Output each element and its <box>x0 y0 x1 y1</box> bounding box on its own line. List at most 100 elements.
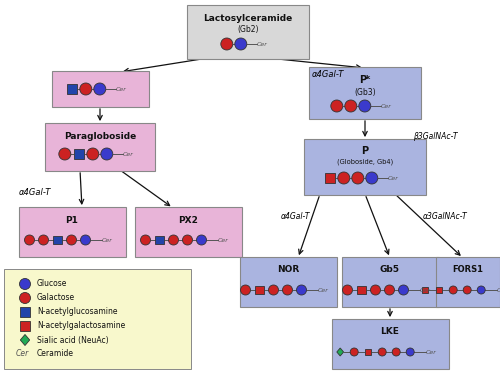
Circle shape <box>20 279 30 289</box>
Circle shape <box>350 348 358 356</box>
Text: NOR: NOR <box>277 266 299 275</box>
Text: (Globoside, Gb4): (Globoside, Gb4) <box>337 159 393 165</box>
Text: α3GalNAc-T: α3GalNAc-T <box>422 212 468 221</box>
Text: α4Gal-T: α4Gal-T <box>19 187 51 196</box>
Bar <box>325 173 334 183</box>
Circle shape <box>24 235 34 245</box>
Circle shape <box>87 148 99 160</box>
Text: (Gb2): (Gb2) <box>238 25 259 34</box>
FancyBboxPatch shape <box>187 5 309 59</box>
Text: Cer: Cer <box>218 237 228 242</box>
Bar <box>422 287 428 293</box>
Text: Gb5: Gb5 <box>380 266 400 275</box>
Text: α4Gal-T: α4Gal-T <box>312 70 344 79</box>
Circle shape <box>477 286 485 294</box>
Bar <box>358 286 366 294</box>
Circle shape <box>406 348 414 356</box>
Circle shape <box>384 285 394 295</box>
FancyBboxPatch shape <box>304 139 426 195</box>
Text: Cer: Cer <box>381 104 392 108</box>
Circle shape <box>282 285 292 295</box>
FancyBboxPatch shape <box>332 319 448 369</box>
Bar <box>156 236 164 244</box>
Text: PX2: PX2 <box>178 215 198 224</box>
Circle shape <box>398 285 408 295</box>
Circle shape <box>140 235 150 245</box>
Circle shape <box>66 235 76 245</box>
Circle shape <box>196 235 206 245</box>
Text: Cer: Cer <box>420 288 430 292</box>
Circle shape <box>345 100 357 112</box>
FancyBboxPatch shape <box>342 257 438 307</box>
FancyBboxPatch shape <box>18 207 126 257</box>
Circle shape <box>370 285 380 295</box>
Text: Cer: Cer <box>388 175 398 181</box>
Text: P1: P1 <box>66 215 78 224</box>
Circle shape <box>80 83 92 95</box>
Text: Ceramide: Ceramide <box>37 349 74 359</box>
Circle shape <box>94 83 106 95</box>
Text: Cer: Cer <box>257 42 268 46</box>
Circle shape <box>20 292 30 303</box>
Text: LKE: LKE <box>380 328 400 337</box>
Text: Cer: Cer <box>497 288 500 292</box>
Text: Cer: Cer <box>16 349 28 359</box>
FancyBboxPatch shape <box>4 269 191 369</box>
Circle shape <box>331 100 343 112</box>
Circle shape <box>392 348 400 356</box>
Text: Paragloboside: Paragloboside <box>64 132 136 141</box>
Circle shape <box>378 348 386 356</box>
Bar <box>436 287 442 293</box>
Circle shape <box>463 286 471 294</box>
Bar <box>54 236 62 244</box>
FancyBboxPatch shape <box>52 71 148 107</box>
Bar <box>20 322 30 331</box>
Text: (Gb3): (Gb3) <box>354 88 376 96</box>
FancyBboxPatch shape <box>240 257 336 307</box>
Circle shape <box>182 235 192 245</box>
Circle shape <box>168 235 178 245</box>
Circle shape <box>80 235 90 245</box>
Circle shape <box>342 285 352 295</box>
Circle shape <box>268 285 278 295</box>
Circle shape <box>101 148 113 160</box>
Bar <box>256 286 264 294</box>
Bar <box>74 149 84 159</box>
Circle shape <box>235 38 247 50</box>
Text: Cer: Cer <box>102 237 112 242</box>
FancyBboxPatch shape <box>45 123 155 171</box>
Text: Glucose: Glucose <box>37 279 68 288</box>
Text: Lactosylceramide: Lactosylceramide <box>204 13 292 22</box>
FancyBboxPatch shape <box>436 257 500 307</box>
FancyBboxPatch shape <box>309 67 421 119</box>
Bar <box>20 307 30 316</box>
Text: β3GalNAc-T: β3GalNAc-T <box>413 132 458 141</box>
Text: Galactose: Galactose <box>37 294 75 303</box>
Text: Cer: Cer <box>123 151 134 156</box>
Circle shape <box>296 285 306 295</box>
Text: Sialic acid (NeuAc): Sialic acid (NeuAc) <box>37 335 109 344</box>
Polygon shape <box>20 334 30 346</box>
Text: FORS1: FORS1 <box>452 266 484 275</box>
Text: Cer: Cer <box>318 288 328 292</box>
Text: Cer: Cer <box>116 86 126 92</box>
FancyBboxPatch shape <box>134 207 242 257</box>
Bar <box>67 84 76 94</box>
Bar <box>365 349 372 355</box>
Circle shape <box>240 285 250 295</box>
Circle shape <box>38 235 48 245</box>
Text: N-acetylglucosamine: N-acetylglucosamine <box>37 307 117 316</box>
Circle shape <box>449 286 457 294</box>
Polygon shape <box>337 348 344 356</box>
Circle shape <box>352 172 364 184</box>
Circle shape <box>221 38 233 50</box>
Text: Cer: Cer <box>426 349 437 355</box>
Text: Pᵏ: Pᵏ <box>359 75 371 85</box>
Text: α4Gal-T: α4Gal-T <box>280 212 310 221</box>
Circle shape <box>366 172 378 184</box>
Circle shape <box>59 148 71 160</box>
Text: N-acetylgalactosamine: N-acetylgalactosamine <box>37 322 125 331</box>
Text: P: P <box>362 146 368 156</box>
Circle shape <box>338 172 350 184</box>
Circle shape <box>359 100 371 112</box>
